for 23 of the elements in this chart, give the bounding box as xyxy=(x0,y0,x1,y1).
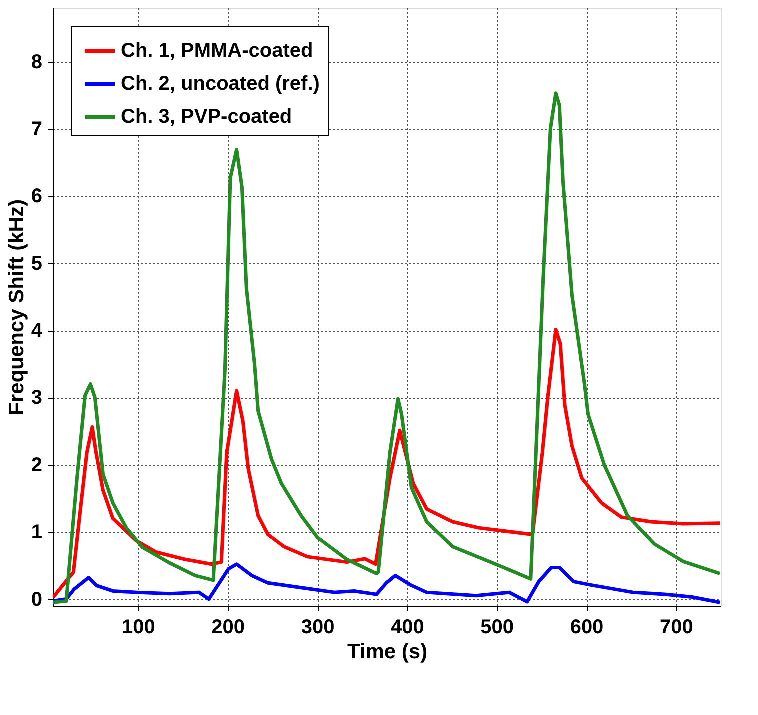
y-tick-label: 4 xyxy=(31,320,44,342)
y-tick-label: 2 xyxy=(31,454,42,476)
y-tick-label: 3 xyxy=(31,387,42,410)
x-tick-label: 700 xyxy=(660,616,694,638)
x-tick-label: 100 xyxy=(122,616,156,638)
y-tick-label: 7 xyxy=(31,118,42,140)
y-tick-label: 0 xyxy=(31,588,42,611)
x-tick-label: 300 xyxy=(301,616,335,638)
x-tick-label: 400 xyxy=(390,616,424,638)
x-axis-title: Time (s) xyxy=(347,640,428,664)
x-tick-label: 500 xyxy=(480,616,514,638)
x-tick-label: 600 xyxy=(570,616,604,638)
y-tick-label: 5 xyxy=(31,252,42,275)
legend-label: Ch. 2, uncoated (ref.) xyxy=(121,73,320,95)
line-series xyxy=(53,562,721,604)
x-tick-label: 200 xyxy=(212,616,246,638)
y-tick-label: 8 xyxy=(31,51,42,74)
line-series xyxy=(53,328,721,600)
legend-label: Ch. 3, PVP-coated xyxy=(121,106,292,128)
legend-label: Ch. 1, PMMA-coated xyxy=(121,40,314,62)
y-tick-label: 6 xyxy=(31,186,42,208)
y-axis-title: Frequency Shift (kHz) xyxy=(5,200,28,416)
y-tick-label: 1 xyxy=(31,522,42,544)
